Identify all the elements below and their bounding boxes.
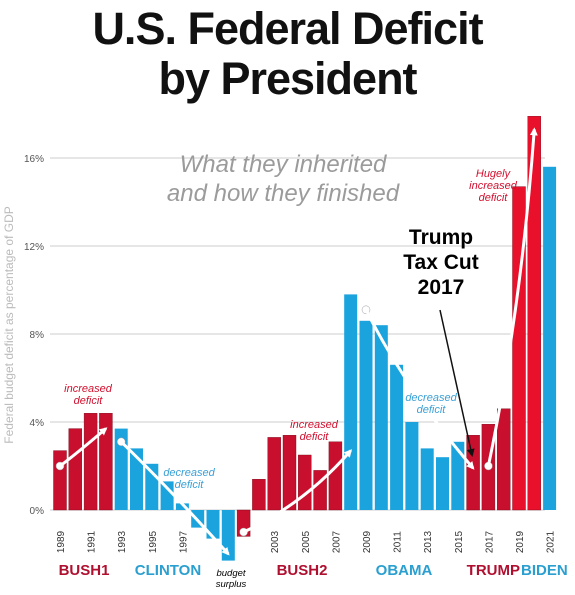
bar-2021 (543, 166, 557, 511)
bar-2010 (374, 325, 388, 510)
bush2-trend-arrow (242, 449, 353, 534)
y-tick-label: 16% (24, 154, 44, 165)
trend-arrows (55, 127, 538, 556)
subtitle-line-1: What they inherited (180, 151, 387, 178)
x-tick-label: 2017 (484, 530, 495, 553)
subtitle-line-2: and how they finished (167, 180, 400, 207)
annotation-text: decreased (405, 392, 457, 404)
x-tick-label: 2007 (331, 530, 342, 553)
x-tick-label: 2015 (454, 530, 465, 553)
bar-2008 (344, 294, 358, 510)
y-axis-label: Federal budget deficit as percentage of … (2, 206, 16, 443)
x-tick-label: 1993 (117, 530, 128, 553)
annotation-text: Tax Cut (403, 251, 478, 274)
bar-1989 (53, 450, 67, 511)
x-tick-label: 1989 (56, 530, 67, 553)
obama-trend-arrow (364, 309, 475, 470)
chart-title-line-2: by President (158, 53, 417, 104)
chart-title-line-1: U.S. Federal Deficit (92, 3, 483, 54)
president-label-obama: OBAMA (376, 562, 433, 579)
bar-1994 (130, 448, 143, 510)
y-tick-label: 8% (30, 330, 45, 341)
y-tick-label: 12% (24, 242, 44, 253)
annotation-text: 2017 (418, 276, 465, 299)
bar-2014 (436, 457, 449, 510)
bar-1992 (99, 413, 113, 511)
annotation-text: deficit (175, 479, 205, 491)
x-tick-label: 2021 (546, 530, 557, 553)
annotation-text: Trump (409, 226, 473, 249)
tax-cut-pointer (439, 309, 475, 457)
annotation-text: increased (290, 419, 339, 431)
bar-2011 (390, 364, 404, 510)
annotations: increaseddeficitdecreaseddeficitbudgetsu… (64, 168, 518, 590)
president-label-bush1: BUSH1 (59, 562, 110, 579)
x-tick-label: 2009 (362, 530, 373, 553)
bar-2013 (420, 448, 434, 510)
y-tick-label: 4% (30, 418, 45, 429)
bar-2012 (405, 422, 419, 510)
bar-2007 (328, 441, 343, 511)
bar-1997 (175, 503, 189, 510)
x-tick-label: 2005 (301, 530, 312, 553)
chart-subtitle: What they inherited and how they finishe… (167, 151, 400, 207)
trump-trend-arrow (486, 127, 538, 467)
x-tick-label: 2011 (393, 531, 404, 553)
bar-2016 (466, 435, 480, 511)
annotation-text: deficit (74, 395, 104, 407)
annotation-text: budget (216, 568, 245, 579)
bar-1993 (114, 428, 128, 510)
bar-2002 (252, 479, 266, 511)
president-label-bush2: BUSH2 (277, 562, 328, 579)
bar-1996 (160, 481, 174, 510)
president-label-trump: TRUMP (467, 562, 520, 579)
x-tick-label: 2013 (423, 530, 434, 553)
president-label-biden: BIDEN (521, 562, 568, 579)
bar-2003 (267, 437, 281, 511)
annotation-text: increased (469, 180, 518, 192)
annotation-text: decreased (163, 467, 215, 479)
annotation-text: increased (64, 383, 113, 395)
bar-2018 (497, 408, 511, 511)
bars (53, 115, 557, 561)
x-tick-label: 1995 (148, 530, 159, 553)
bar-2009 (359, 320, 373, 510)
bar-2004 (282, 435, 297, 511)
annotation-text: deficit (417, 404, 447, 416)
x-tick-labels: 1989 1991 1993 1995 1997 2003 2005 2007 2009 2011… (56, 530, 557, 553)
x-tick-label: 1997 (178, 530, 189, 553)
annotation-text: deficit (479, 192, 509, 204)
y-tick-label: 0% (30, 506, 45, 517)
bar-2005 (298, 454, 312, 511)
bar-2020 (527, 115, 541, 511)
bar-1990 (68, 428, 83, 511)
annotation-text: deficit (300, 431, 330, 443)
chart-title: U.S. Federal Deficit by President (0, 4, 575, 104)
annotation-text: Hugely (476, 168, 512, 180)
president-label-clinton: CLINTON (135, 562, 201, 579)
president-labels: BUSH1 CLINTON BUSH2 OBAMA TRUMP BIDEN (59, 562, 568, 579)
annotation-text: surplus (216, 579, 247, 590)
x-tick-label: 1991 (87, 530, 98, 553)
bush1-trend-arrow (59, 427, 108, 468)
bar-1991 (83, 413, 98, 511)
clinton-trend-arrow (120, 440, 230, 556)
y-tick-labels: 0% 4% 8% 12% 16% (24, 154, 44, 517)
x-tick-label: 2003 (270, 530, 281, 553)
x-tick-label: 2019 (515, 530, 526, 553)
bar-2015 (451, 441, 465, 510)
